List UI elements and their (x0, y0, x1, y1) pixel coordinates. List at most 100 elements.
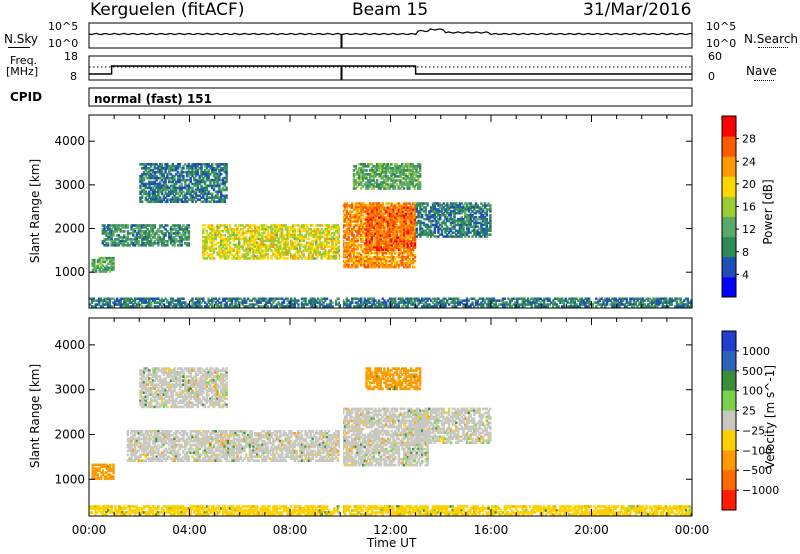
echo-cell-p-5 (408, 202, 411, 205)
echo-cell-p-5 (360, 263, 363, 267)
echo-cell-p-4 (264, 239, 268, 243)
echo-cell-p-4 (286, 253, 289, 256)
echo-cell-p-0 (264, 301, 268, 304)
echo-cell-p-6 (374, 228, 377, 232)
echo-cell-p-4 (223, 239, 226, 243)
echo-cell-p-3 (146, 186, 149, 190)
echo-cell-p-5 (383, 250, 386, 253)
echo-cell-p-3 (139, 180, 142, 184)
echo-cell-p-0 (302, 303, 305, 306)
echo-cell-p-6 (370, 214, 374, 218)
echo-cell-p-1 (98, 262, 101, 266)
echo-cell-p-4 (264, 235, 268, 239)
echo-cell-p-4 (263, 249, 266, 252)
echo-cell-p-0 (182, 305, 185, 308)
freq-label: Freq. (10, 54, 38, 67)
echo-cell-p-4 (329, 245, 332, 248)
echo-cell-p-4 (218, 245, 221, 248)
echo-cell-p-0 (586, 297, 589, 300)
echo-cell-p-5 (370, 261, 374, 265)
echo-cell-p-0 (578, 303, 582, 306)
echo-cell-p-4 (257, 247, 261, 250)
echo-cell-p-0 (342, 305, 345, 308)
echo-cell-p-5 (358, 216, 361, 219)
echo-cell-p-2 (141, 238, 144, 241)
echo-cell-p-4 (221, 245, 225, 248)
echo-cell-p-2 (153, 236, 156, 239)
echo-cell-p-6 (376, 236, 379, 240)
echo-cell-p-0 (643, 303, 646, 306)
echo-cell-p-3 (155, 198, 158, 201)
echo-cell-p-3 (203, 192, 207, 196)
echo-cell-p-3 (191, 163, 194, 166)
echo-cell-p-0 (302, 297, 305, 300)
echo-cell-p-4 (209, 231, 212, 235)
echo-cell-p-0 (105, 299, 108, 302)
echo-cell-p-4 (293, 255, 296, 258)
echo-cell-p-4 (315, 230, 318, 233)
echo-cell-p-0 (627, 301, 630, 304)
echo-cell-p-6 (372, 234, 375, 238)
echo-cell-p-0 (587, 299, 591, 302)
echo-cell-p-0 (255, 303, 259, 306)
echo-cell-p-3 (194, 196, 198, 199)
echo-cell-p-2 (162, 236, 165, 239)
echo-cell-p-4 (299, 243, 302, 247)
echo-cell-p-4 (241, 247, 244, 250)
echo-cell-p-0 (571, 301, 575, 304)
echo-cell-p-5 (349, 222, 352, 225)
echo-cell-p-4 (334, 247, 338, 250)
echo-cell-p-4 (223, 237, 226, 241)
echo-cell-p-3 (155, 190, 158, 194)
echo-cell-p-0 (688, 305, 691, 308)
echo-cell-p-5 (347, 234, 350, 237)
echo-cell-p-5 (343, 218, 347, 221)
echo-cell-p-4 (273, 230, 277, 233)
echo-cell-p-0 (220, 301, 223, 304)
echo-cell-p-0 (528, 303, 532, 306)
echo-cell-p-4 (202, 257, 205, 260)
echo-cell-p-5 (361, 206, 365, 209)
echo-cell-p-0 (403, 303, 406, 306)
echo-cell-p-4 (202, 239, 205, 243)
echo-cell-p-4 (270, 228, 273, 231)
echo-cell-p-3 (214, 180, 217, 184)
echo-cell-p-6 (365, 212, 368, 216)
echo-cell-p-6 (401, 224, 404, 228)
echo-cell-p-5 (358, 255, 361, 259)
echo-cell-p-0 (238, 303, 241, 306)
echo-cell-p-0 (334, 301, 338, 304)
echo-cell-p-0 (159, 301, 162, 304)
echo-cell-p-3 (178, 178, 182, 182)
echo-cell-p-2 (115, 238, 119, 241)
echo-cell-p-2 (141, 236, 144, 239)
echo-cell-p-0 (654, 301, 657, 304)
echo-cell-p-6 (397, 230, 401, 234)
echo-cell-p-4 (221, 237, 225, 241)
echo-cell-p-0 (202, 299, 205, 302)
echo-cell-p-5 (376, 257, 379, 261)
echo-cell-p-3 (198, 194, 201, 198)
echo-cell-p-0 (225, 297, 228, 300)
echo-cell-p-2 (106, 238, 110, 241)
echo-cell-p-0 (465, 305, 469, 308)
echo-cell-p-3 (218, 182, 221, 186)
echo-cell-p-6 (386, 240, 390, 243)
echo-cell-p-4 (250, 239, 253, 243)
echo-cell-p-4 (295, 243, 298, 247)
echo-cell-p-0 (297, 303, 300, 306)
echo-cell-p-3 (214, 184, 217, 188)
echo-cell-p-4 (284, 243, 287, 247)
echo-cell-p-0 (525, 303, 528, 306)
echo-cell-p-5 (351, 248, 354, 251)
echo-cell-p-0 (566, 301, 569, 304)
echo-cell-p-3 (205, 165, 209, 168)
echo-cell-p-0 (358, 303, 361, 306)
echo-cell-p-1 (110, 266, 113, 269)
beam-label: Beam 15 (352, 0, 429, 20)
echo-cell-p-4 (331, 228, 334, 231)
echo-cell-p-0 (279, 297, 282, 300)
echo-cell-p-6 (413, 246, 417, 249)
echo-cell-p-6 (408, 208, 411, 212)
echo-cell-p-5 (347, 263, 350, 267)
